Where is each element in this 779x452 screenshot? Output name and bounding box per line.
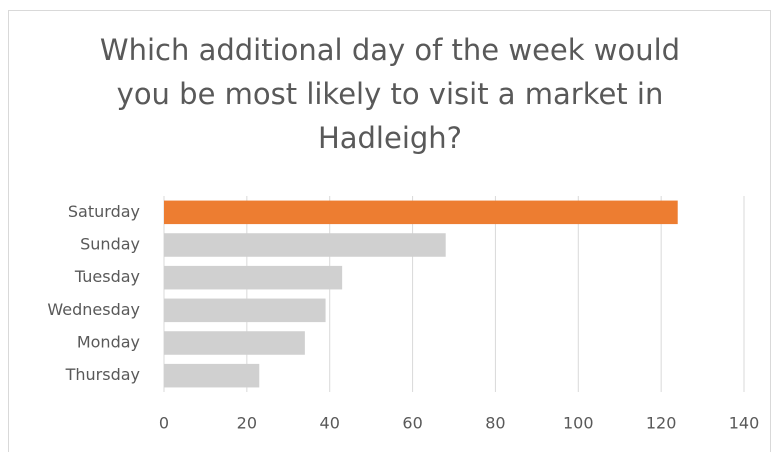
x-tick-label: 0 [159,414,169,433]
x-tick-label: 20 [237,414,257,433]
y-tick-label: Thursday [65,365,140,384]
x-tick-label: 80 [485,414,505,433]
y-tick-label: Saturday [68,202,140,221]
bar [164,363,260,388]
bar [164,233,446,257]
chart-border [8,10,771,452]
x-tick-label: 140 [729,414,760,433]
bar [164,265,343,290]
y-tick-label: Wednesday [47,300,140,319]
x-tick-label: 100 [563,414,594,433]
x-tick-label: 40 [320,414,340,433]
y-tick-label: Tuesday [74,267,140,286]
y-tick-label: Monday [77,333,140,352]
bar [164,298,326,323]
bar [164,200,678,225]
x-tick-label: 60 [402,414,422,433]
x-tick-label: 120 [646,414,677,433]
bar [164,331,305,355]
chart-title: Which additional day of the week would y… [99,33,681,155]
y-tick-label: Sunday [80,235,140,254]
